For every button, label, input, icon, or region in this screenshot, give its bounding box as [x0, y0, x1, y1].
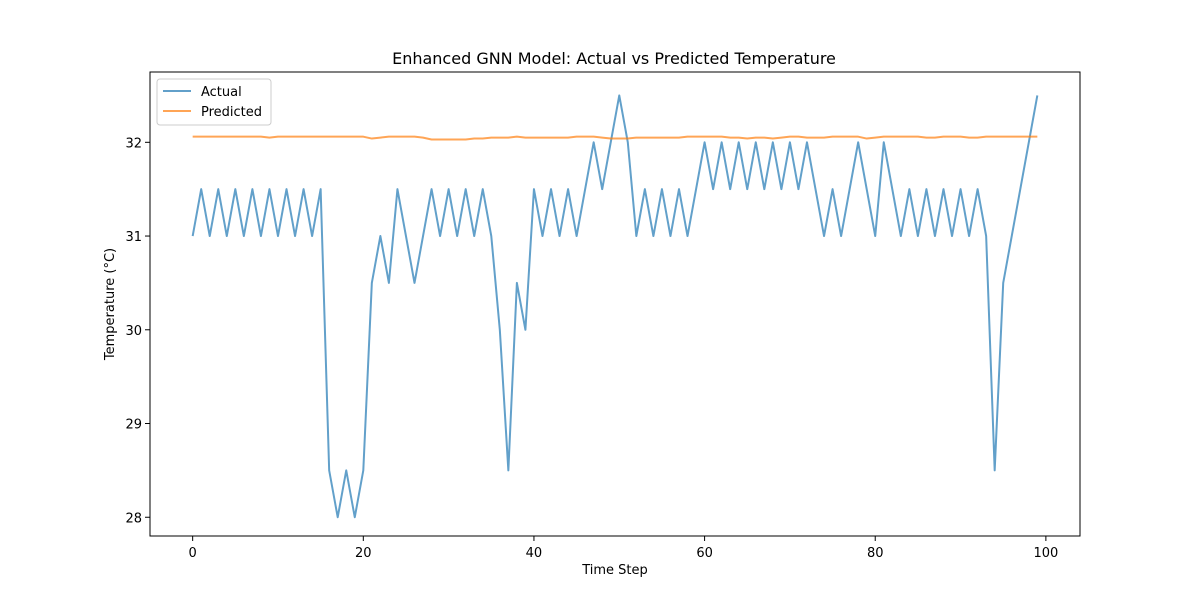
y-tick-label: 28 [125, 511, 142, 526]
x-tick-label: 100 [1033, 546, 1058, 561]
y-tick-label: 29 [125, 418, 142, 433]
plot-frame [149, 71, 1081, 537]
legend-label-predicted: Predicted [201, 105, 262, 120]
x-tick-label: 80 [867, 546, 884, 561]
x-tick-label: 20 [355, 546, 372, 561]
y-tick-label: 32 [125, 136, 142, 151]
plot-area: 0 20 40 60 80 100 28 29 30 31 32 [125, 71, 1081, 561]
x-tick-label: 40 [526, 546, 543, 561]
x-tick-label: 60 [696, 546, 713, 561]
x-tick-label: 0 [189, 546, 197, 561]
y-axis: 28 29 30 31 32 [125, 136, 150, 526]
y-axis-label: Temperature (°C) [103, 248, 118, 361]
y-tick-label: 30 [125, 324, 142, 339]
x-axis-label: Time Step [581, 563, 648, 578]
legend: Actual Predicted [156, 78, 272, 126]
series-line-predicted [192, 135, 1038, 141]
x-axis: 0 20 40 60 80 100 [189, 536, 1058, 561]
series-layer [191, 94, 1039, 519]
y-tick-label: 31 [125, 230, 142, 245]
legend-label-actual: Actual [201, 85, 242, 100]
series-line-actual [191, 94, 1039, 519]
chart-title: Enhanced GNN Model: Actual vs Predicted … [392, 49, 836, 68]
